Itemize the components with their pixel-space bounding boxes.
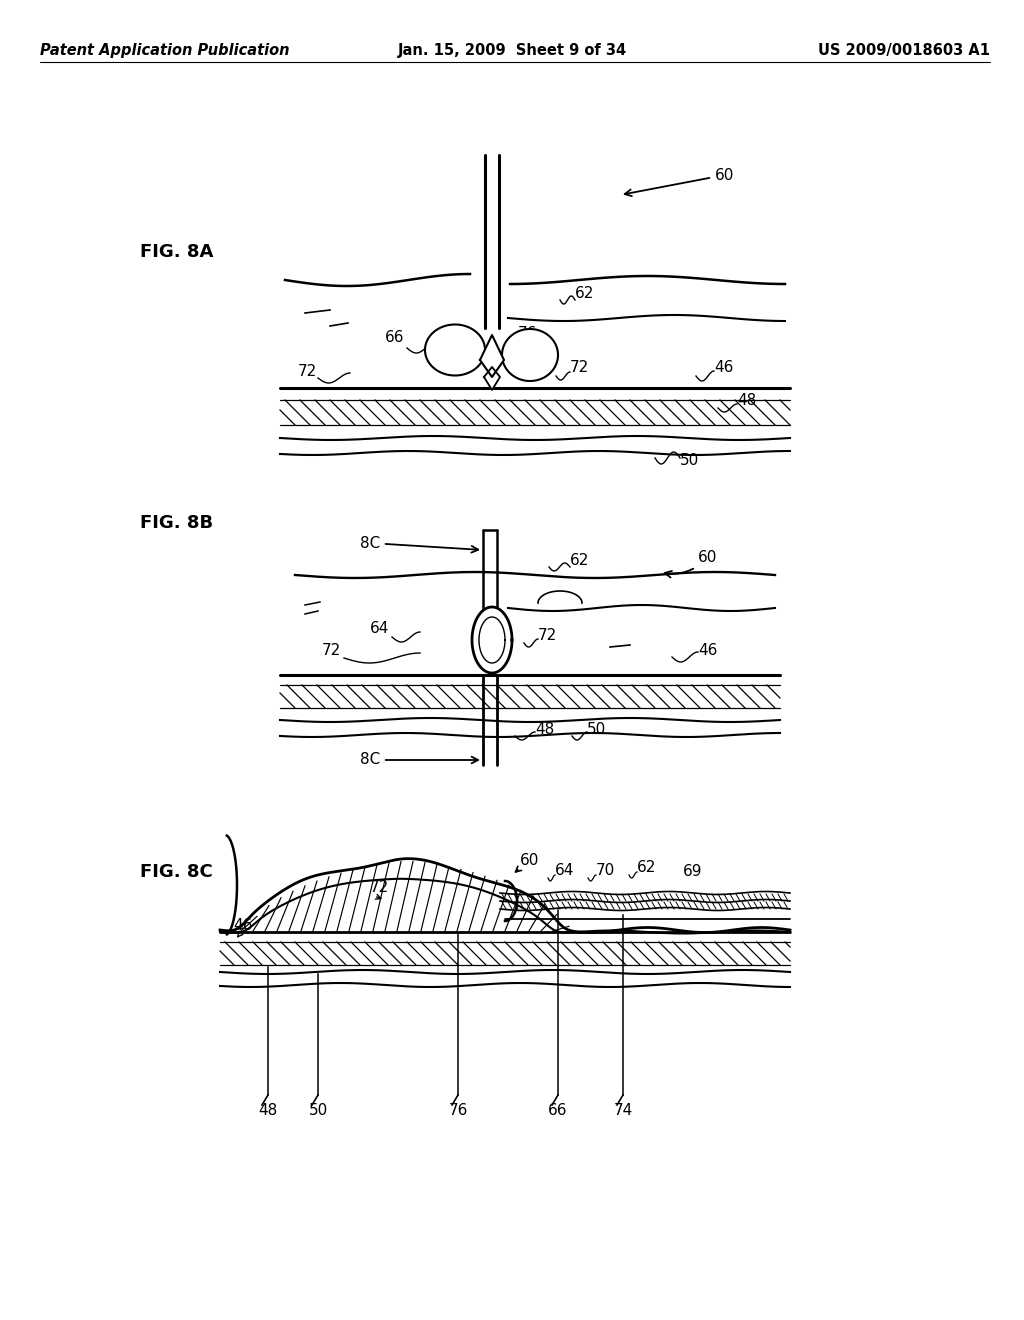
Text: 69: 69 bbox=[683, 865, 702, 879]
Text: 76: 76 bbox=[518, 326, 538, 341]
Text: 50: 50 bbox=[587, 722, 606, 737]
Text: Jan. 15, 2009  Sheet 9 of 34: Jan. 15, 2009 Sheet 9 of 34 bbox=[397, 42, 627, 58]
Text: 76: 76 bbox=[449, 1104, 468, 1118]
Text: 48: 48 bbox=[737, 393, 757, 408]
Text: FIG. 8B: FIG. 8B bbox=[140, 513, 213, 532]
Text: 8C: 8C bbox=[359, 752, 478, 767]
Text: 48: 48 bbox=[535, 722, 554, 737]
Text: 72: 72 bbox=[370, 880, 389, 895]
Text: 60: 60 bbox=[625, 168, 734, 197]
Text: FIG. 8A: FIG. 8A bbox=[140, 243, 213, 261]
Text: 72: 72 bbox=[322, 643, 341, 657]
Text: 66: 66 bbox=[548, 1104, 567, 1118]
Text: 62: 62 bbox=[575, 286, 594, 301]
Text: 74: 74 bbox=[613, 1104, 633, 1118]
Text: 72: 72 bbox=[538, 628, 557, 643]
Text: 48: 48 bbox=[258, 1104, 278, 1118]
Text: 62: 62 bbox=[637, 861, 656, 875]
Polygon shape bbox=[472, 607, 512, 673]
Text: 50: 50 bbox=[308, 1104, 328, 1118]
Text: 46: 46 bbox=[233, 917, 252, 933]
Text: 64: 64 bbox=[370, 620, 389, 636]
Text: US 2009/0018603 A1: US 2009/0018603 A1 bbox=[818, 42, 990, 58]
Text: 8C: 8C bbox=[359, 536, 478, 553]
Text: 62: 62 bbox=[570, 553, 590, 568]
Text: 66: 66 bbox=[385, 330, 404, 345]
Text: FIG. 8C: FIG. 8C bbox=[140, 863, 213, 880]
Text: 60: 60 bbox=[520, 853, 540, 869]
Polygon shape bbox=[484, 367, 500, 389]
Text: 64: 64 bbox=[555, 863, 574, 878]
Text: 46: 46 bbox=[714, 360, 733, 375]
Text: 70: 70 bbox=[596, 863, 615, 878]
Polygon shape bbox=[502, 329, 558, 381]
Text: 46: 46 bbox=[698, 643, 718, 657]
Text: Patent Application Publication: Patent Application Publication bbox=[40, 42, 290, 58]
Polygon shape bbox=[480, 335, 504, 378]
Polygon shape bbox=[425, 325, 485, 375]
Text: 72: 72 bbox=[298, 364, 317, 379]
Text: 60: 60 bbox=[665, 549, 718, 578]
Text: 50: 50 bbox=[680, 453, 699, 469]
Text: 72: 72 bbox=[570, 360, 589, 375]
